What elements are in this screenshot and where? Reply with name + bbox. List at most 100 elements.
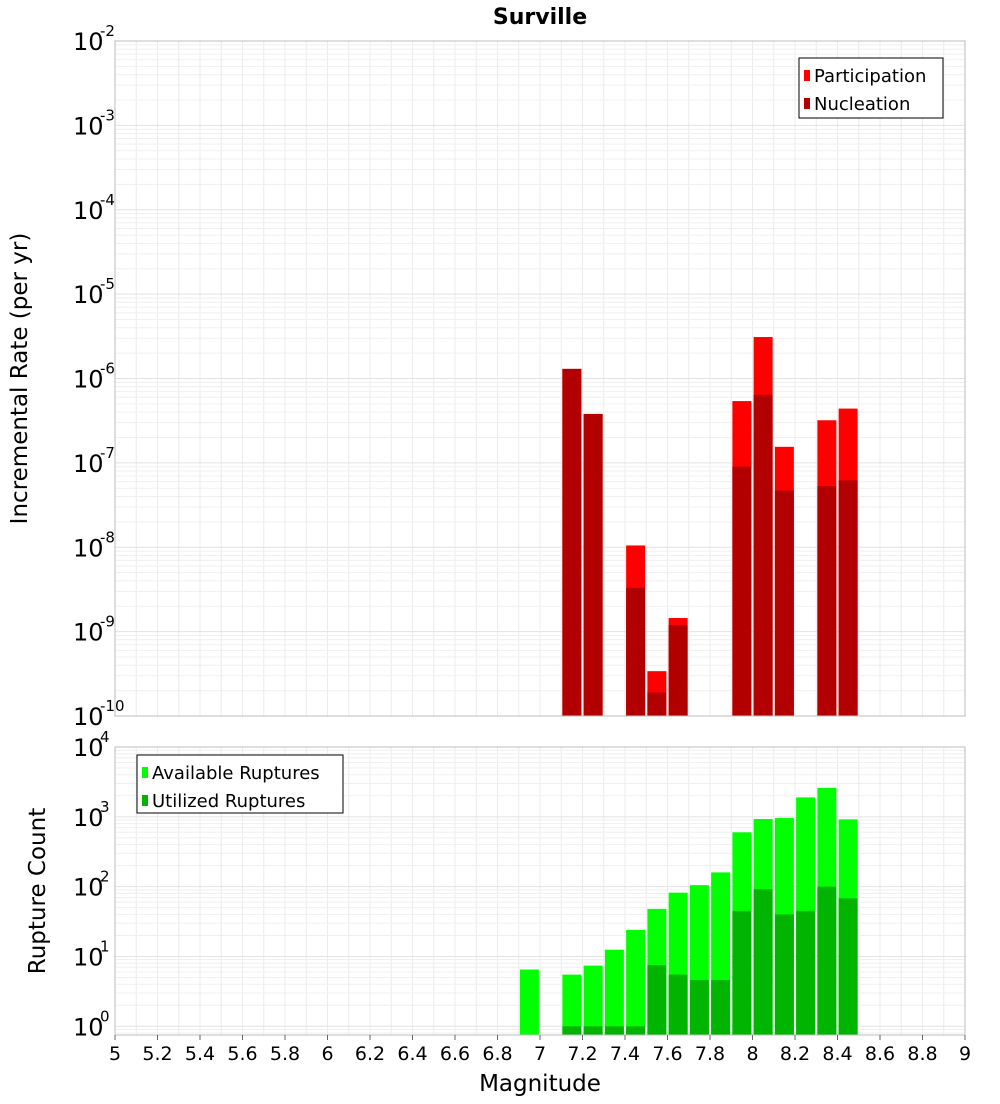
x-tick-label: 7 [534,1043,546,1065]
x-tick-label: 8.8 [907,1043,937,1065]
rate-ytick-base: 10 [73,281,104,309]
count-bar-available-ruptures [583,965,603,1035]
count-bar-utilized-ruptures [668,974,688,1035]
rate-legend-label: Participation [814,66,926,87]
rate-legend-swatch [804,70,810,81]
rate-ytick-base: 10 [73,703,104,731]
rate-bar-nucleation [732,466,752,716]
rate-ytick-label: 10-2 [73,22,115,56]
count-ytick-base: 10 [73,734,104,762]
rate-legend: Participation Nucleation [798,57,944,119]
rate-ytick-exponent: -10 [100,697,125,715]
x-tick-label: 6.2 [355,1043,385,1065]
rate-ytick-label: 10-10 [73,697,125,731]
rate-bar-nucleation [817,486,837,716]
count-y-axis-label: Rupture Count [25,808,51,974]
count-bar-utilized-ruptures [838,898,858,1035]
rate-ytick-exponent: -9 [100,613,115,631]
count-legend: Available Ruptures Utilized Ruptures [136,754,344,814]
count-ytick-base: 10 [73,1013,104,1041]
rate-ytick-label: 10-7 [73,444,115,478]
count-ytick-exponent: 4 [100,728,110,746]
count-bar-utilized-ruptures [753,889,773,1035]
rate-ytick-base: 10 [73,366,104,394]
count-bar-utilized-ruptures [562,1026,582,1035]
count-bar-available-ruptures [562,974,582,1035]
count-ytick-label: 102 [73,868,110,902]
rate-ytick-label: 10-4 [73,191,115,225]
count-bar-utilized-ruptures [711,980,731,1035]
count-bar-utilized-ruptures [774,914,794,1035]
count-legend-label: Available Ruptures [152,763,320,784]
rate-ytick-base: 10 [73,450,104,478]
count-bar-utilized-ruptures [817,886,837,1035]
count-ytick-exponent: 1 [100,937,110,955]
x-tick-label: 8.4 [822,1043,852,1065]
count-bar-utilized-ruptures [796,910,816,1035]
x-tick-label: 8.6 [865,1043,895,1065]
count-ytick-label: 101 [73,937,110,971]
count-ytick-label: 100 [73,1007,110,1041]
rate-bar-nucleation [562,368,582,716]
count-bar-available-ruptures [604,949,624,1035]
rate-bar-nucleation [647,692,667,716]
count-bar-utilized-ruptures [604,1026,624,1035]
rate-ytick-exponent: -5 [100,275,115,293]
rate-ytick-label: 10-5 [73,275,115,309]
x-tick-label: 6 [321,1043,333,1065]
rate-ytick-exponent: -4 [100,191,115,209]
x-tick-label: 5.4 [185,1043,215,1065]
x-tick-label: 6.4 [397,1043,427,1065]
rate-ytick-exponent: -2 [100,22,115,40]
rate-bar-nucleation [626,587,646,716]
x-tick-label: 9 [959,1043,971,1065]
rate-legend-label: Nucleation [814,94,910,115]
rate-bar-nucleation [668,624,688,716]
x-tick-label: 7.6 [652,1043,682,1065]
rate-ytick-base: 10 [73,197,104,225]
rate-ytick-exponent: -3 [100,106,115,124]
chart-title: Surville [493,5,587,30]
count-ytick-exponent: 3 [100,798,110,816]
rate-bar-nucleation [753,394,773,716]
x-tick-label: 5.6 [227,1043,257,1065]
count-legend-swatch [142,767,148,778]
rate-legend-swatch [804,98,810,109]
count-legend-box [136,754,344,814]
x-tick-label: 5.8 [270,1043,300,1065]
rate-ytick-exponent: -8 [100,528,115,546]
x-tick-label: 7.8 [695,1043,725,1065]
rate-ytick-exponent: -6 [100,360,115,378]
rate-ytick-label: 10-3 [73,106,115,140]
count-ytick-label: 104 [73,728,110,762]
count-ytick-base: 10 [73,943,104,971]
rate-legend-box [798,57,944,119]
count-ytick-exponent: 2 [100,868,110,886]
x-axis-label: Magnitude [479,1071,601,1097]
count-bar-utilized-ruptures [732,910,752,1035]
bars-layer [519,337,858,1035]
axes-layer [114,40,966,1040]
rate-ytick-label: 10-9 [73,613,115,647]
rate-ytick-base: 10 [73,28,104,56]
rate-plot-frame [114,40,966,717]
count-bar-utilized-ruptures [583,1026,603,1035]
count-ytick-label: 103 [73,798,110,832]
count-bar-utilized-ruptures [689,980,709,1035]
x-tick-label: 5 [109,1043,121,1065]
x-tick-label: 7.2 [567,1043,597,1065]
grid-layer [114,41,966,1035]
x-tick-label: 7.4 [610,1043,640,1065]
x-tick-label: 8 [746,1043,758,1065]
labels-layer: 10-210-310-410-510-610-710-810-910-10Par… [7,5,971,1097]
x-tick-label: 6.8 [482,1043,512,1065]
rate-ytick-label: 10-8 [73,528,115,562]
rate-bar-nucleation [774,490,794,716]
count-bar-available-ruptures [519,969,539,1035]
count-bar-utilized-ruptures [647,965,667,1035]
rate-y-axis-label: Incremental Rate (per yr) [7,233,33,525]
x-tick-label: 5.2 [142,1043,172,1065]
count-ytick-base: 10 [73,804,104,832]
